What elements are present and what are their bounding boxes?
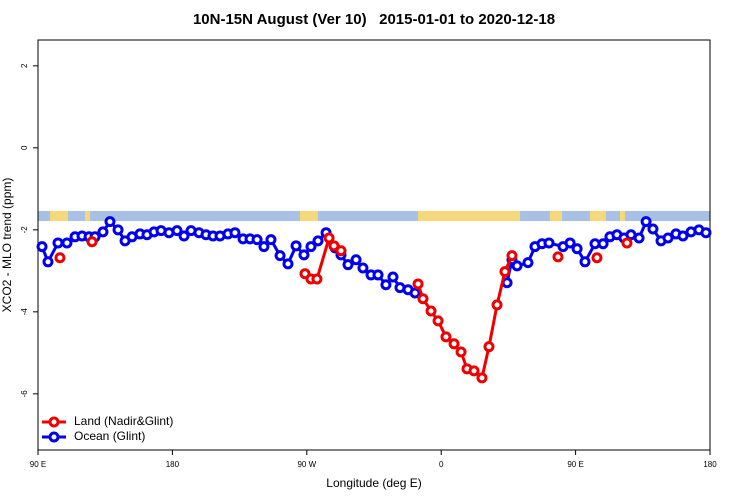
y-tick-label: 0	[20, 145, 29, 150]
point	[640, 216, 652, 228]
chart-title: 10N-15N August (Ver 10) 2015-01-01 to 20…	[193, 11, 555, 28]
point	[633, 232, 645, 244]
point	[229, 227, 241, 239]
legend-marker	[48, 416, 60, 428]
point	[323, 232, 335, 244]
point	[86, 236, 98, 248]
point	[290, 240, 302, 252]
y-tick-label: -2	[20, 226, 29, 234]
legend-label: Land (Nadir&Glint)	[74, 414, 173, 428]
point	[522, 257, 534, 269]
point	[564, 237, 576, 249]
land-strip	[38, 211, 710, 221]
x-tick-label: 180	[703, 460, 717, 469]
point	[112, 224, 124, 236]
point	[506, 250, 518, 262]
legend-marker	[48, 431, 60, 443]
point	[97, 226, 109, 238]
point	[662, 232, 674, 244]
point	[597, 238, 609, 250]
point	[312, 235, 324, 247]
point	[311, 273, 323, 285]
point	[677, 230, 689, 242]
point	[61, 237, 73, 249]
x-tick-label: 180	[166, 460, 180, 469]
point	[455, 346, 467, 358]
point	[412, 278, 424, 290]
point	[591, 252, 603, 264]
point	[468, 365, 480, 377]
point	[298, 249, 310, 261]
series	[54, 232, 633, 384]
point	[36, 241, 48, 253]
point	[274, 250, 286, 262]
legend-label: Ocean (Glint)	[74, 429, 145, 443]
point	[483, 341, 495, 353]
point	[387, 271, 399, 283]
y-tick-label: 2	[20, 63, 29, 68]
point	[647, 223, 659, 235]
point	[409, 287, 421, 299]
point	[380, 279, 392, 291]
point	[258, 241, 270, 253]
point	[104, 216, 116, 228]
point	[305, 241, 317, 253]
plot-frame	[37, 39, 711, 451]
point	[372, 269, 384, 281]
x-tick-label: 90 W	[297, 460, 316, 469]
point	[425, 305, 437, 317]
x-axis-label: Longitude (deg E)	[326, 476, 421, 490]
point	[342, 259, 354, 271]
x-tick-label: 0	[439, 460, 444, 469]
y-tick-label: -4	[20, 308, 29, 316]
point	[432, 315, 444, 327]
point	[440, 331, 452, 343]
point	[476, 372, 488, 384]
point	[417, 293, 429, 305]
point	[571, 243, 583, 255]
point	[265, 234, 277, 246]
point	[357, 262, 369, 274]
point	[52, 237, 64, 249]
y-tick-label: -6	[20, 390, 29, 398]
point	[282, 258, 294, 270]
x-tick-label: 90 E	[567, 460, 583, 469]
y-axis-label: XCO2 - MLO trend (ppm)	[0, 178, 14, 313]
point	[335, 245, 347, 257]
point	[171, 225, 183, 237]
point	[54, 252, 66, 264]
point	[491, 299, 503, 311]
x-tick-label: 90 E	[30, 460, 46, 469]
point	[328, 240, 340, 252]
point	[621, 237, 633, 249]
point	[511, 260, 523, 272]
point	[543, 237, 555, 249]
point	[178, 230, 190, 242]
series-line	[416, 255, 514, 381]
point	[42, 256, 54, 268]
point	[700, 227, 712, 239]
point	[552, 251, 564, 263]
point	[579, 256, 591, 268]
point	[350, 254, 362, 266]
point	[251, 234, 263, 246]
series	[36, 216, 712, 299]
point	[448, 338, 460, 350]
point	[499, 266, 511, 278]
